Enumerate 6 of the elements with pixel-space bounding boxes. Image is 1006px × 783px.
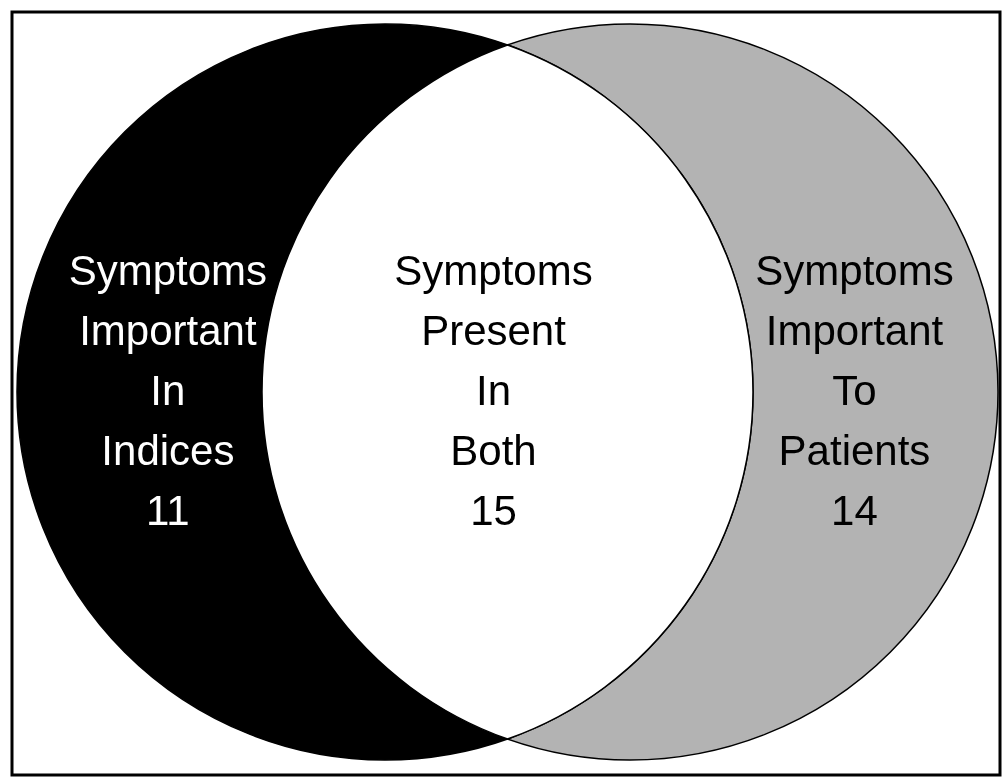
data-label: 11 — [146, 486, 190, 534]
category-label: Symptoms Important In Indices — [68, 246, 268, 474]
data-label: 15 — [470, 486, 517, 534]
data-label: 14 — [831, 486, 878, 534]
category-label: Symptoms Important To Patients — [755, 246, 954, 474]
category-label: Symptoms Present In Both — [394, 246, 593, 474]
